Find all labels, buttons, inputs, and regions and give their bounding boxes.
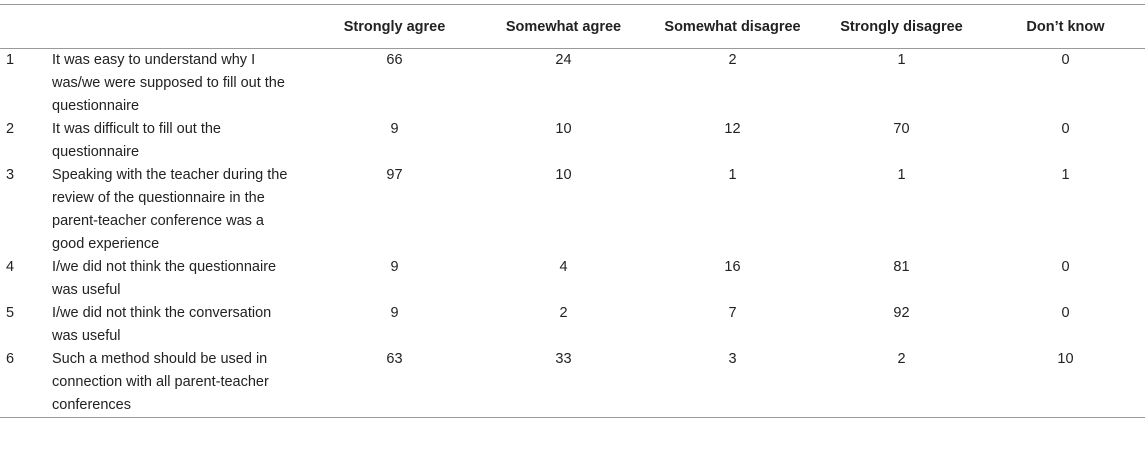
header-statement bbox=[52, 5, 310, 49]
table-body: 1 It was easy to understand why I was/we… bbox=[0, 49, 1145, 418]
table-row: 3 Speaking with the teacher during the r… bbox=[0, 164, 1145, 256]
cell-dont-know: 1 bbox=[1061, 167, 1070, 183]
row-statement: It was difficult to fill out the questio… bbox=[52, 121, 221, 160]
cell-dont-know: 0 bbox=[1061, 305, 1070, 321]
row-statement: It was easy to understand why I was/we w… bbox=[52, 52, 285, 114]
row-statement: I/we did not think the conversation was … bbox=[52, 305, 272, 344]
cell-somewhat-disagree: 3 bbox=[728, 351, 737, 367]
cell-somewhat-agree: 2 bbox=[559, 305, 568, 321]
cell-strongly-disagree: 70 bbox=[893, 121, 910, 137]
cell-strongly-agree: 9 bbox=[390, 305, 399, 321]
cell-strongly-disagree: 92 bbox=[893, 305, 910, 321]
header-strongly-disagree: Strongly disagree bbox=[840, 19, 963, 35]
survey-results-table: Strongly agree Somewhat agree Somewhat d… bbox=[0, 4, 1145, 418]
row-number: 3 bbox=[6, 167, 15, 183]
cell-somewhat-disagree: 12 bbox=[724, 121, 741, 137]
cell-strongly-disagree: 1 bbox=[897, 167, 906, 183]
cell-strongly-disagree: 81 bbox=[893, 259, 910, 275]
header-number bbox=[0, 5, 52, 49]
header-strongly-agree: Strongly agree bbox=[343, 19, 446, 35]
row-statement: Speaking with the teacher during the rev… bbox=[52, 167, 288, 252]
row-number: 6 bbox=[6, 351, 15, 367]
table-header: Strongly agree Somewhat agree Somewhat d… bbox=[0, 4, 1145, 49]
cell-somewhat-agree: 10 bbox=[555, 167, 572, 183]
cell-strongly-agree: 9 bbox=[390, 259, 399, 275]
cell-dont-know: 0 bbox=[1061, 52, 1070, 68]
header-somewhat-agree: Somewhat agree bbox=[505, 19, 622, 35]
table-row: 1 It was easy to understand why I was/we… bbox=[0, 49, 1145, 119]
cell-somewhat-disagree: 1 bbox=[728, 167, 737, 183]
cell-strongly-agree: 63 bbox=[386, 351, 403, 367]
cell-somewhat-agree: 33 bbox=[555, 351, 572, 367]
cell-dont-know: 0 bbox=[1061, 121, 1070, 137]
header-somewhat-disagree: Somewhat disagree bbox=[664, 19, 801, 35]
cell-somewhat-agree: 4 bbox=[559, 259, 568, 275]
row-number: 5 bbox=[6, 305, 15, 321]
cell-somewhat-agree: 10 bbox=[555, 121, 572, 137]
header-row: Strongly agree Somewhat agree Somewhat d… bbox=[0, 4, 1145, 49]
cell-somewhat-disagree: 2 bbox=[728, 52, 737, 68]
table-row: 2 It was difficult to fill out the quest… bbox=[0, 118, 1145, 164]
row-number: 1 bbox=[6, 52, 15, 68]
cell-strongly-agree: 97 bbox=[386, 167, 403, 183]
cell-strongly-disagree: 1 bbox=[897, 52, 906, 68]
cell-dont-know: 0 bbox=[1061, 259, 1070, 275]
cell-somewhat-disagree: 7 bbox=[728, 305, 737, 321]
cell-dont-know: 10 bbox=[1057, 351, 1074, 367]
cell-strongly-agree: 9 bbox=[390, 121, 399, 137]
cell-somewhat-disagree: 16 bbox=[724, 259, 741, 275]
table-row: 5 I/we did not think the conversation wa… bbox=[0, 302, 1145, 348]
row-number: 2 bbox=[6, 121, 15, 137]
row-number: 4 bbox=[6, 259, 15, 275]
cell-strongly-agree: 66 bbox=[386, 52, 403, 68]
cell-somewhat-agree: 24 bbox=[555, 52, 572, 68]
header-dont-know: Don’t know bbox=[1026, 19, 1105, 35]
row-statement: I/we did not think the questionnaire was… bbox=[52, 259, 277, 298]
table-row: 6 Such a method should be used in connec… bbox=[0, 348, 1145, 418]
cell-strongly-disagree: 2 bbox=[897, 351, 906, 367]
row-statement: Such a method should be used in connecti… bbox=[52, 351, 269, 413]
table-row: 4 I/we did not think the questionnaire w… bbox=[0, 256, 1145, 302]
